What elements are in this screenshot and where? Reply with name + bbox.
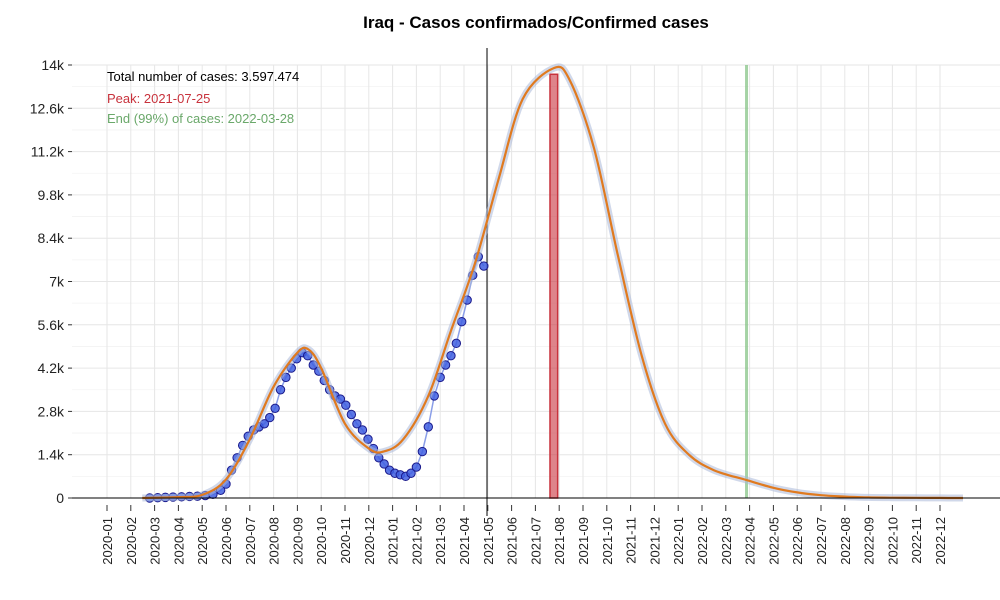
observed-point [275, 385, 286, 395]
observed-point [357, 425, 368, 435]
peak-band [549, 73, 559, 499]
x-tick-label: 2020-05 [195, 517, 210, 565]
x-tick-label: 2020-12 [362, 517, 377, 565]
x-tick-label: 2022-02 [695, 517, 710, 565]
x-tick-label: 2022-05 [766, 517, 781, 565]
observed-point [346, 409, 357, 420]
x-tick-label: 2021-08 [552, 517, 567, 565]
observed-point [423, 422, 433, 432]
x-tick-label: 2020-06 [219, 517, 234, 565]
y-tick-label: 5.6k [38, 317, 65, 333]
x-tick-label: 2021-11 [624, 517, 639, 564]
y-tick-label: 4.2k [38, 360, 65, 376]
observed-point [265, 412, 275, 423]
x-tick-label: 2020-01 [100, 517, 115, 565]
observed-point [341, 400, 351, 410]
x-tick-label: 2020-03 [148, 517, 163, 565]
x-tick-label: 2022-12 [933, 517, 948, 565]
observed-point [406, 468, 416, 478]
x-tick-label: 2022-04 [743, 517, 758, 565]
observed-point [363, 434, 373, 444]
x-tick-label: 2020-11 [338, 517, 353, 564]
observed-point [451, 338, 462, 349]
x-ticks: 2020-01 2020-02 2020-03 2020-04 2020-05 2020-… [100, 505, 948, 565]
total-cases-annotation: Total number of cases: 3.597.474 [107, 69, 299, 84]
x-tick-label: 2022-01 [671, 517, 686, 565]
x-tick-label: 2022-08 [838, 517, 853, 565]
x-tick-label: 2022-11 [909, 517, 924, 564]
x-tick-label: 2020-02 [124, 517, 139, 565]
x-tick-label: 2022-07 [814, 517, 829, 565]
observed-point [379, 459, 389, 469]
x-tick-label: 2020-07 [243, 517, 258, 565]
x-tick-label: 2021-12 [647, 517, 662, 565]
y-tick-label: 2.8k [38, 403, 65, 419]
y-tick-label: 7k [49, 274, 65, 290]
x-tick-label: 2021-06 [505, 517, 520, 565]
end-annotation: End (99%) of cases: 2022-03-28 [107, 111, 294, 126]
x-tick-label: 2021-10 [600, 517, 615, 565]
y-tick-label: 11.2k [31, 144, 65, 160]
x-tick-label: 2022-06 [790, 517, 805, 565]
x-tick-label: 2021-01 [386, 517, 401, 565]
y-tick-label: 0 [56, 490, 64, 506]
x-tick-label: 2021-04 [457, 517, 472, 565]
x-tick-label: 2020-08 [267, 517, 282, 565]
fit-series [142, 63, 964, 502]
observed-point [479, 261, 489, 271]
grid [72, 64, 1000, 498]
x-tick-label: 2022-10 [885, 517, 900, 565]
x-tick-label: 2021-03 [433, 517, 448, 565]
peak-annotation: Peak: 2021-07-25 [107, 91, 210, 106]
observed-point [352, 419, 362, 429]
x-tick-label: 2022-03 [719, 517, 734, 565]
y-tick-label: 14k [41, 57, 65, 73]
observed-point [417, 446, 428, 457]
y-ticks: 0 1.4k 2.8k 4.2k 5.6k 7k 8.4k 9.8k 11.2k 12.6k 14k [30, 57, 72, 506]
y-tick-label: 1.4k [38, 447, 65, 463]
y-tick-label: 12.6k [30, 100, 65, 116]
x-tick-label: 2020-09 [290, 517, 305, 565]
y-tick-label: 8.4k [38, 230, 65, 246]
x-tick-label: 2022-09 [862, 517, 877, 565]
observed-point [446, 351, 456, 361]
x-tick-label: 2021-09 [576, 517, 591, 565]
x-tick-label: 2021-07 [528, 517, 543, 565]
x-tick-label: 2021-02 [409, 517, 424, 565]
y-tick-label: 9.8k [38, 187, 65, 203]
observed-point [270, 403, 280, 414]
fit-curve [142, 65, 964, 500]
chart-title: Iraq - Casos confirmados/Confirmed cases [363, 13, 709, 32]
observed-point [411, 462, 422, 472]
x-tick-label: 2021-05 [481, 517, 496, 565]
x-tick-label: 2020-10 [314, 517, 329, 565]
x-tick-label: 2020-04 [171, 517, 186, 565]
